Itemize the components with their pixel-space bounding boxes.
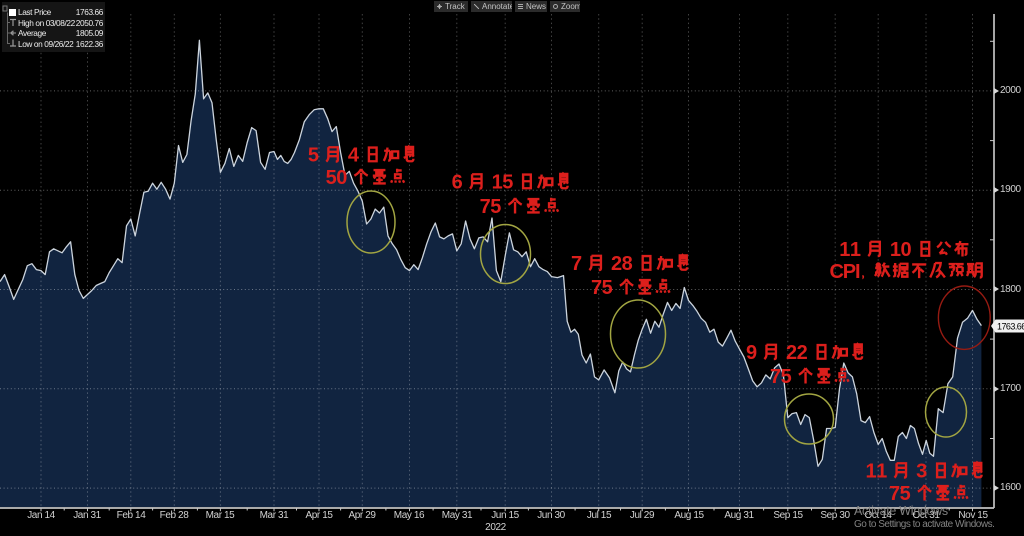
svg-text:1: 1 <box>866 460 877 482</box>
svg-text:5: 5 <box>490 196 501 218</box>
svg-text:1: 1 <box>876 460 887 482</box>
svg-text:7: 7 <box>480 196 491 218</box>
svg-text:9: 9 <box>746 342 757 364</box>
svg-text:5: 5 <box>900 483 911 505</box>
svg-text:2: 2 <box>611 253 622 275</box>
svg-text:5: 5 <box>602 277 613 299</box>
svg-text:I: I <box>855 261 860 283</box>
svg-text:5: 5 <box>502 171 513 193</box>
svg-text:1: 1 <box>890 239 901 261</box>
svg-text:2: 2 <box>786 342 797 364</box>
svg-text:0: 0 <box>901 239 912 261</box>
svg-text:7: 7 <box>770 366 781 388</box>
svg-text:5: 5 <box>781 366 792 388</box>
svg-text:5: 5 <box>326 167 337 189</box>
svg-text:7: 7 <box>571 253 582 275</box>
svg-text:P: P <box>843 261 856 283</box>
svg-text:C: C <box>830 261 844 283</box>
svg-text:6: 6 <box>452 171 463 193</box>
svg-text:2: 2 <box>797 342 808 364</box>
svg-text:1763.66: 1763.66 <box>997 321 1024 331</box>
svg-text:7: 7 <box>591 277 602 299</box>
svg-text:4: 4 <box>348 144 360 166</box>
svg-text:1: 1 <box>839 239 850 261</box>
svg-text:1: 1 <box>850 239 861 261</box>
svg-text:5: 5 <box>308 144 319 166</box>
svg-text:8: 8 <box>622 253 633 275</box>
svg-text:3: 3 <box>916 460 927 482</box>
svg-text:7: 7 <box>889 483 900 505</box>
svg-text:0: 0 <box>336 167 347 189</box>
svg-text:1: 1 <box>492 171 503 193</box>
